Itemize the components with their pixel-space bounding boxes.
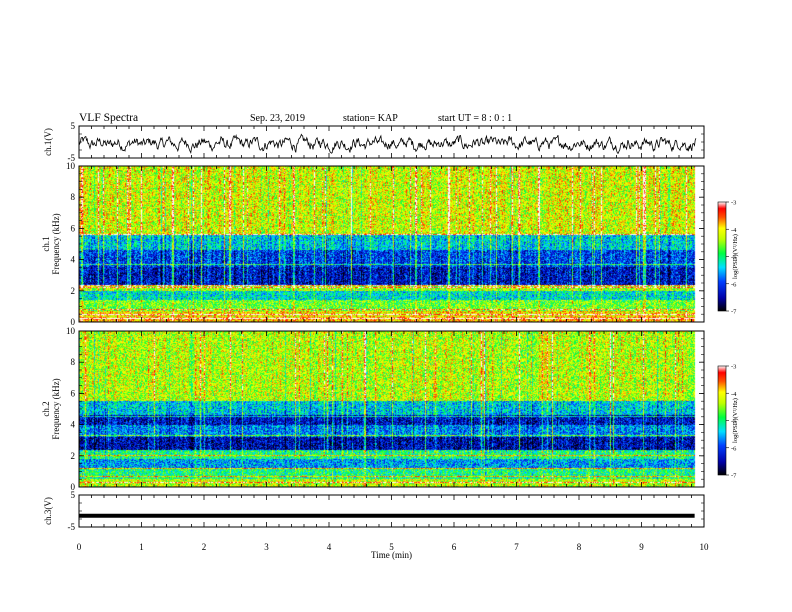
colorbar xyxy=(717,365,727,476)
colorbar-tick-label: -6 xyxy=(731,445,737,452)
start-ut-label: start UT = 8 : 0 : 1 xyxy=(438,113,513,124)
colorbar-tick-label: -5 xyxy=(731,254,736,261)
y-tick-label: 4 xyxy=(71,255,76,265)
y-tick-label: 2 xyxy=(71,286,76,296)
y-tick-label: 0 xyxy=(71,317,76,327)
y-axis-title-frequency: Frequency (kHz) xyxy=(51,213,61,274)
x-tick-label: 1 xyxy=(139,542,144,552)
y-tick-label: 10 xyxy=(66,161,76,171)
y-tick-label: 6 xyxy=(71,388,76,398)
y-axis-title: ch.3(V) xyxy=(43,497,53,525)
y-tick-label: -5 xyxy=(68,153,76,163)
y-tick-label: 8 xyxy=(71,357,76,367)
x-tick-label: 7 xyxy=(514,542,519,552)
y-tick-label: 5 xyxy=(71,121,76,131)
x-tick-label: 10 xyxy=(700,542,710,552)
y-tick-label: 0 xyxy=(71,482,76,492)
x-tick-label: 2 xyxy=(202,542,207,552)
y-tick-label: 5 xyxy=(71,490,76,500)
y-tick-label: 10 xyxy=(66,326,76,336)
colorbar-tick-label: -5 xyxy=(731,418,736,425)
colorbar-tick-label: -4 xyxy=(731,227,737,234)
x-tick-label: 5 xyxy=(389,542,394,552)
colorbar-tick-label: -7 xyxy=(731,473,737,480)
y-axis-title: ch.1(V) xyxy=(43,128,53,156)
y-tick-label: 8 xyxy=(71,192,76,202)
colorbar-tick-label: -4 xyxy=(731,391,737,398)
x-tick-label: 4 xyxy=(327,542,332,552)
colorbar-label: log(PSD)(V²/Hz) xyxy=(732,398,739,443)
date-label: Sep. 23, 2019 xyxy=(250,113,305,124)
y-axis-title-frequency: Frequency (kHz) xyxy=(51,378,61,439)
y-tick-label: -5 xyxy=(68,522,76,532)
y-axis-title: ch.2 xyxy=(41,401,51,416)
y-tick-label: 2 xyxy=(71,451,76,461)
colorbar-tick-label: -6 xyxy=(731,281,737,288)
colorbar-label: log(PSD)(V²/Hz) xyxy=(732,234,739,279)
x-tick-label: 9 xyxy=(639,542,644,552)
x-axis-title: Time (min) xyxy=(371,550,412,560)
y-tick-label: 6 xyxy=(71,223,76,233)
colorbar-tick-label: -3 xyxy=(731,364,736,371)
chart-data-layer xyxy=(78,133,704,518)
spectrogram-ch2-heatmap xyxy=(79,331,704,487)
ch1-waveform-line xyxy=(78,133,697,154)
x-tick-label: 3 xyxy=(264,542,269,552)
x-tick-label: 6 xyxy=(452,542,457,552)
colorbar-tick-label: -3 xyxy=(731,200,736,207)
colorbar-tick-label: -7 xyxy=(731,309,737,316)
x-tick-label: 0 xyxy=(77,542,82,552)
x-tick-label: 8 xyxy=(577,542,582,552)
figure-title: VLF Spectra xyxy=(79,112,139,124)
y-tick-label: 4 xyxy=(71,420,76,430)
y-axis-title: ch.1 xyxy=(41,236,51,251)
colorbar xyxy=(717,201,727,312)
station-label: station= KAP xyxy=(343,113,398,124)
spectrogram-ch1-heatmap xyxy=(79,166,704,322)
